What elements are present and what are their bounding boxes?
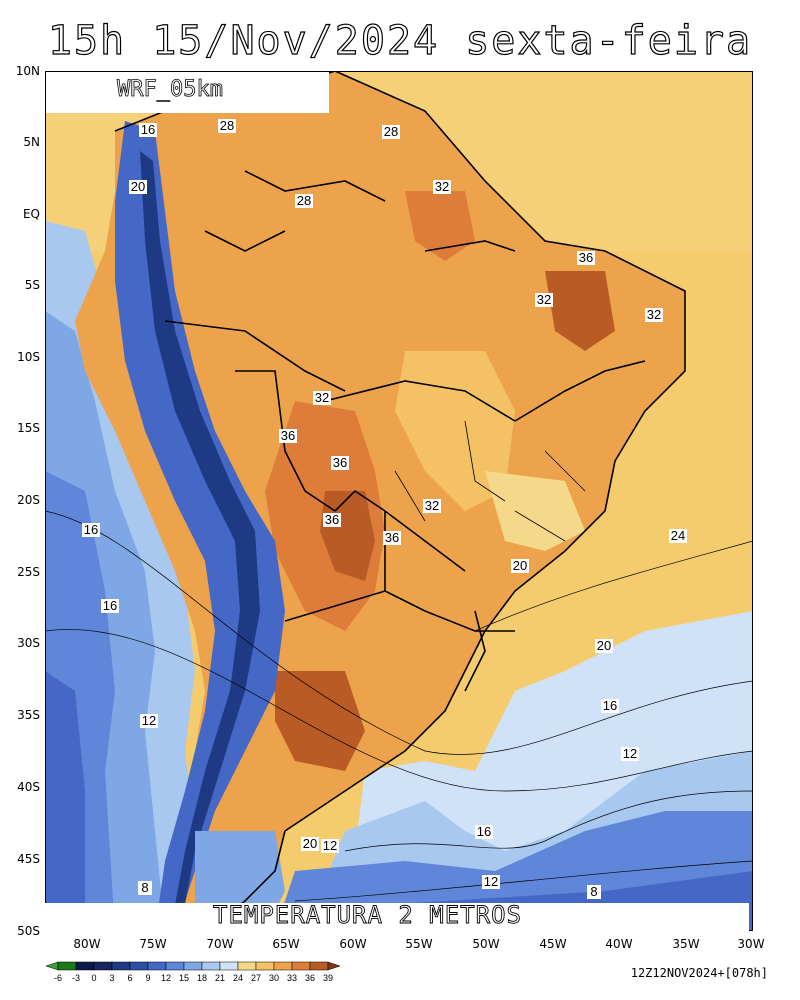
lat-label: 10S [17,350,40,364]
temperature-map: 16 28 28 32 20 28 36 32 32 32 36 36 36 3… [45,71,753,931]
colorbar-swatch [201,961,221,971]
run-info: 12Z12NOV2024+[078h] [630,966,768,980]
lon-label: 35W [672,937,700,951]
isotherm-label: 24 [671,528,685,543]
colorbar-tick-label: -6 [54,973,62,983]
isotherm-label: 12 [323,838,337,853]
isotherm-label: 36 [281,428,295,443]
colorbar-swatch [219,961,239,971]
lat-label: 45S [17,852,40,866]
isotherm-label: 8 [590,884,597,899]
lon-label: 65W [272,937,300,951]
colorbar-swatch [327,961,341,971]
isotherm-label: 8 [141,880,148,895]
colorbar-tick-label: 24 [233,973,243,983]
isotherm-label: 28 [297,193,311,208]
isotherm-label: 36 [333,455,347,470]
isotherm-label: 12 [142,713,156,728]
isotherm-label: 16 [103,598,117,613]
isotherm-label: 36 [579,250,593,265]
colorbar-tick-label: 12 [161,973,171,983]
colorbar-tick-label: 21 [215,973,225,983]
isotherm-label: 20 [513,558,527,573]
isotherm-label: 36 [385,530,399,545]
lat-label: 50S [17,924,40,938]
lon-label: 45W [539,937,567,951]
colorbar-swatch [291,961,311,971]
isotherm-label: 20 [303,836,317,851]
colorbar-swatch [57,961,77,971]
colorbar-swatch [129,961,149,971]
isotherm-label: 32 [425,498,439,513]
colorbar-swatch [255,961,275,971]
lat-label: 5S [24,278,40,292]
lat-label: 40S [17,780,40,794]
isotherm-label: 32 [647,307,661,322]
isotherm-label: 12 [484,874,498,889]
isotherm-label: 28 [220,118,234,133]
lon-label: 50W [472,937,500,951]
colorbar-tick-label: 0 [91,973,96,983]
lon-label: 30W [737,937,765,951]
isotherm-label: 16 [141,122,155,137]
isotherm-label: 16 [603,698,617,713]
variable-label-box: TEMPERATURA 2 METROS [45,901,749,931]
colorbar-swatch [111,961,131,971]
isotherm-label: 32 [537,292,551,307]
variable-name: TEMPERATURA 2 METROS [213,901,522,930]
colorbar-swatch [273,961,293,971]
colorbar-tick-label: 18 [197,973,207,983]
isotherm-label: 32 [435,179,449,194]
isotherm-label: 20 [597,638,611,653]
colorbar-tick-label: 33 [287,973,297,983]
lon-label: 70W [206,937,234,951]
lon-label: 55W [405,937,433,951]
isotherm-label: 32 [315,390,329,405]
isotherm-label: 16 [84,522,98,537]
colorbar-tick-label: 30 [269,973,279,983]
lon-label: 40W [605,937,633,951]
isotherm-label: 28 [384,124,398,139]
colorbar-swatch [147,961,167,971]
colorbar-tick-label: 36 [305,973,315,983]
colorbar-swatch [93,961,113,971]
colorbar-tick-label: 6 [127,973,132,983]
colorbar-tick-label: -3 [72,973,80,983]
colorbar-swatch [237,961,257,971]
colorbar: -6 -3 0 3 6 9 12 15 18 21 24 27 30 33 36 39 [45,961,341,983]
colorbar-tick-label: 39 [323,973,333,983]
model-name: WRF_05km [117,77,224,103]
colorbar-swatch [75,961,95,971]
colorbar-swatch [45,961,59,971]
map-frame [45,71,753,931]
lon-label: 80W [73,937,101,951]
lat-label: 35S [17,708,40,722]
colorbar-swatch [165,961,185,971]
lon-label: 75W [139,937,167,951]
model-label-box: WRF_05km [45,71,329,113]
lon-label: 60W [339,937,367,951]
isotherm-label: 12 [623,746,637,761]
map-title: 15h 15/Nov/2024 sexta-feira [47,17,753,64]
lat-label: 15S [17,421,40,435]
lat-label: 20S [17,493,40,507]
lat-label: EQ [22,207,40,221]
colorbar-tick-label: 15 [179,973,189,983]
colorbar-swatch [309,961,329,971]
isotherm-label: 20 [131,179,145,194]
lat-label: 30S [17,636,40,650]
colorbar-tick-label: 9 [145,973,150,983]
lat-label: 25S [17,565,40,579]
colorbar-tick-label: 3 [109,973,114,983]
colorbar-swatch [183,961,203,971]
colorbar-tick-label: 27 [251,973,261,983]
isotherm-label: 36 [325,512,339,527]
lat-label: 5N [23,135,40,149]
lat-label: 10N [15,64,40,78]
isotherm-label: 16 [477,824,491,839]
